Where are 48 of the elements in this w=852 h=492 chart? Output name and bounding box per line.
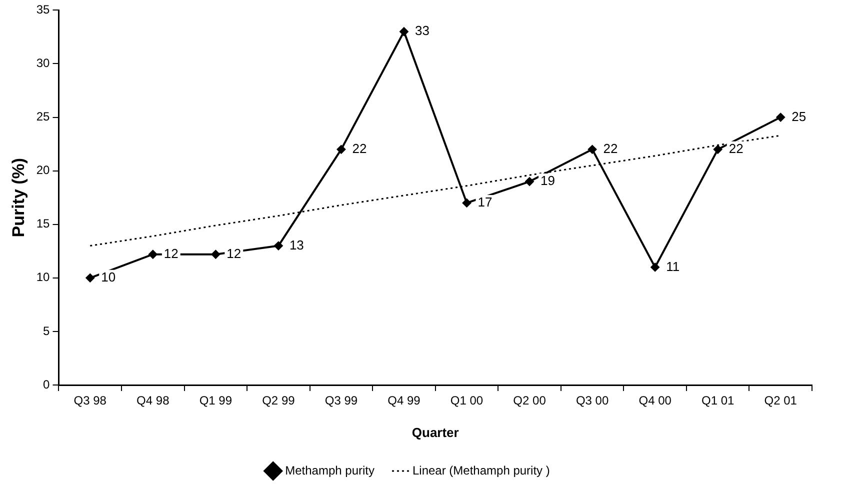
x-tick-label: Q2 01: [764, 394, 798, 408]
y-tick-label: 35: [36, 2, 50, 17]
y-tick-label: 30: [36, 56, 50, 70]
y-tick-label: 15: [36, 216, 50, 231]
legend-label: Linear (Methamph purity ): [412, 463, 550, 478]
y-tick-label: 25: [36, 110, 50, 124]
x-tick-label: Q1 99: [199, 394, 232, 408]
data-label: 10: [101, 269, 116, 284]
data-label: 25: [792, 108, 806, 124]
x-tick-label: Q3 00: [576, 394, 609, 408]
data-label: 13: [289, 237, 304, 252]
x-tick-label: Q2 00: [513, 394, 546, 408]
y-tick-label: 5: [43, 324, 50, 338]
point: [211, 250, 220, 259]
y-tick-label: 0: [43, 377, 50, 392]
point: [462, 198, 472, 208]
point: [399, 27, 408, 36]
data-label: 22: [728, 140, 744, 156]
x-tick-label: Q1 00: [450, 394, 484, 408]
y-tick-label: 20: [36, 163, 50, 178]
x-tick-label: Q3 99: [324, 394, 358, 408]
y-axis-title: Purity (%): [8, 158, 28, 238]
x-tick-label: Q4 99: [388, 394, 421, 408]
data-label: 22: [352, 140, 367, 156]
x-axis-title: Quarter: [412, 424, 459, 440]
data-label: 33: [414, 23, 430, 38]
point: [86, 273, 95, 282]
point: [525, 177, 534, 186]
x-tick-label: Q2 99: [262, 394, 296, 408]
legend-label: Methamph purity: [285, 463, 374, 478]
x-tick-label: Q4 00: [638, 394, 672, 408]
point: [776, 112, 786, 122]
x-tick-label: Q4 98: [136, 394, 170, 408]
point: [336, 144, 346, 154]
point: [588, 144, 597, 154]
x-tick-label: Q1 01: [701, 394, 735, 408]
data-label: 12: [164, 246, 178, 261]
point: [274, 241, 283, 250]
point: [148, 250, 158, 259]
point: [650, 262, 660, 272]
point: [713, 144, 722, 154]
y-tick-label: 10: [36, 270, 50, 284]
x-tick-label: Q3 98: [74, 394, 107, 408]
data-label: 19: [540, 173, 555, 188]
data-label: 17: [478, 194, 492, 210]
data-label: 22: [603, 140, 618, 156]
data-label: 11: [666, 258, 680, 274]
data-label: 12: [226, 246, 242, 261]
